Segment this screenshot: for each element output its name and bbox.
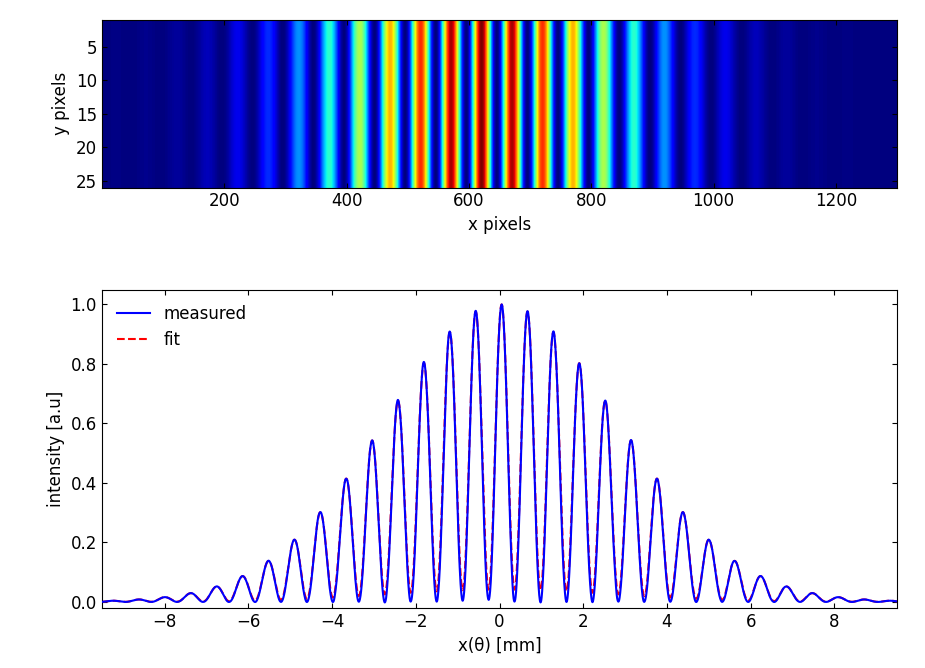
measured [686,576,697,584]
Y-axis label: y pixels: y pixels [52,72,70,136]
X-axis label: x(θ) [mm]: x(θ) [mm] [458,637,541,654]
fit [686,572,697,580]
measured [892,597,903,605]
fit [496,301,507,309]
fit [567,482,578,490]
fit [892,597,903,605]
Y-axis label: intensity [a.u]: intensity [a.u] [47,391,65,507]
measured [379,599,390,607]
measured [496,301,507,309]
fit [384,532,395,540]
fit [601,409,612,417]
fit [872,598,883,606]
Line: fit: fit [102,305,897,602]
measured [567,484,578,492]
fit [136,596,147,604]
measured [729,557,740,565]
measured [96,598,107,606]
measured [136,596,147,604]
measured [384,536,395,544]
Line: measured: measured [102,305,897,603]
measured [602,409,613,418]
fit [729,557,740,565]
Legend: measured, fit: measured, fit [110,298,253,355]
X-axis label: x pixels: x pixels [468,216,531,234]
fit [96,598,107,606]
